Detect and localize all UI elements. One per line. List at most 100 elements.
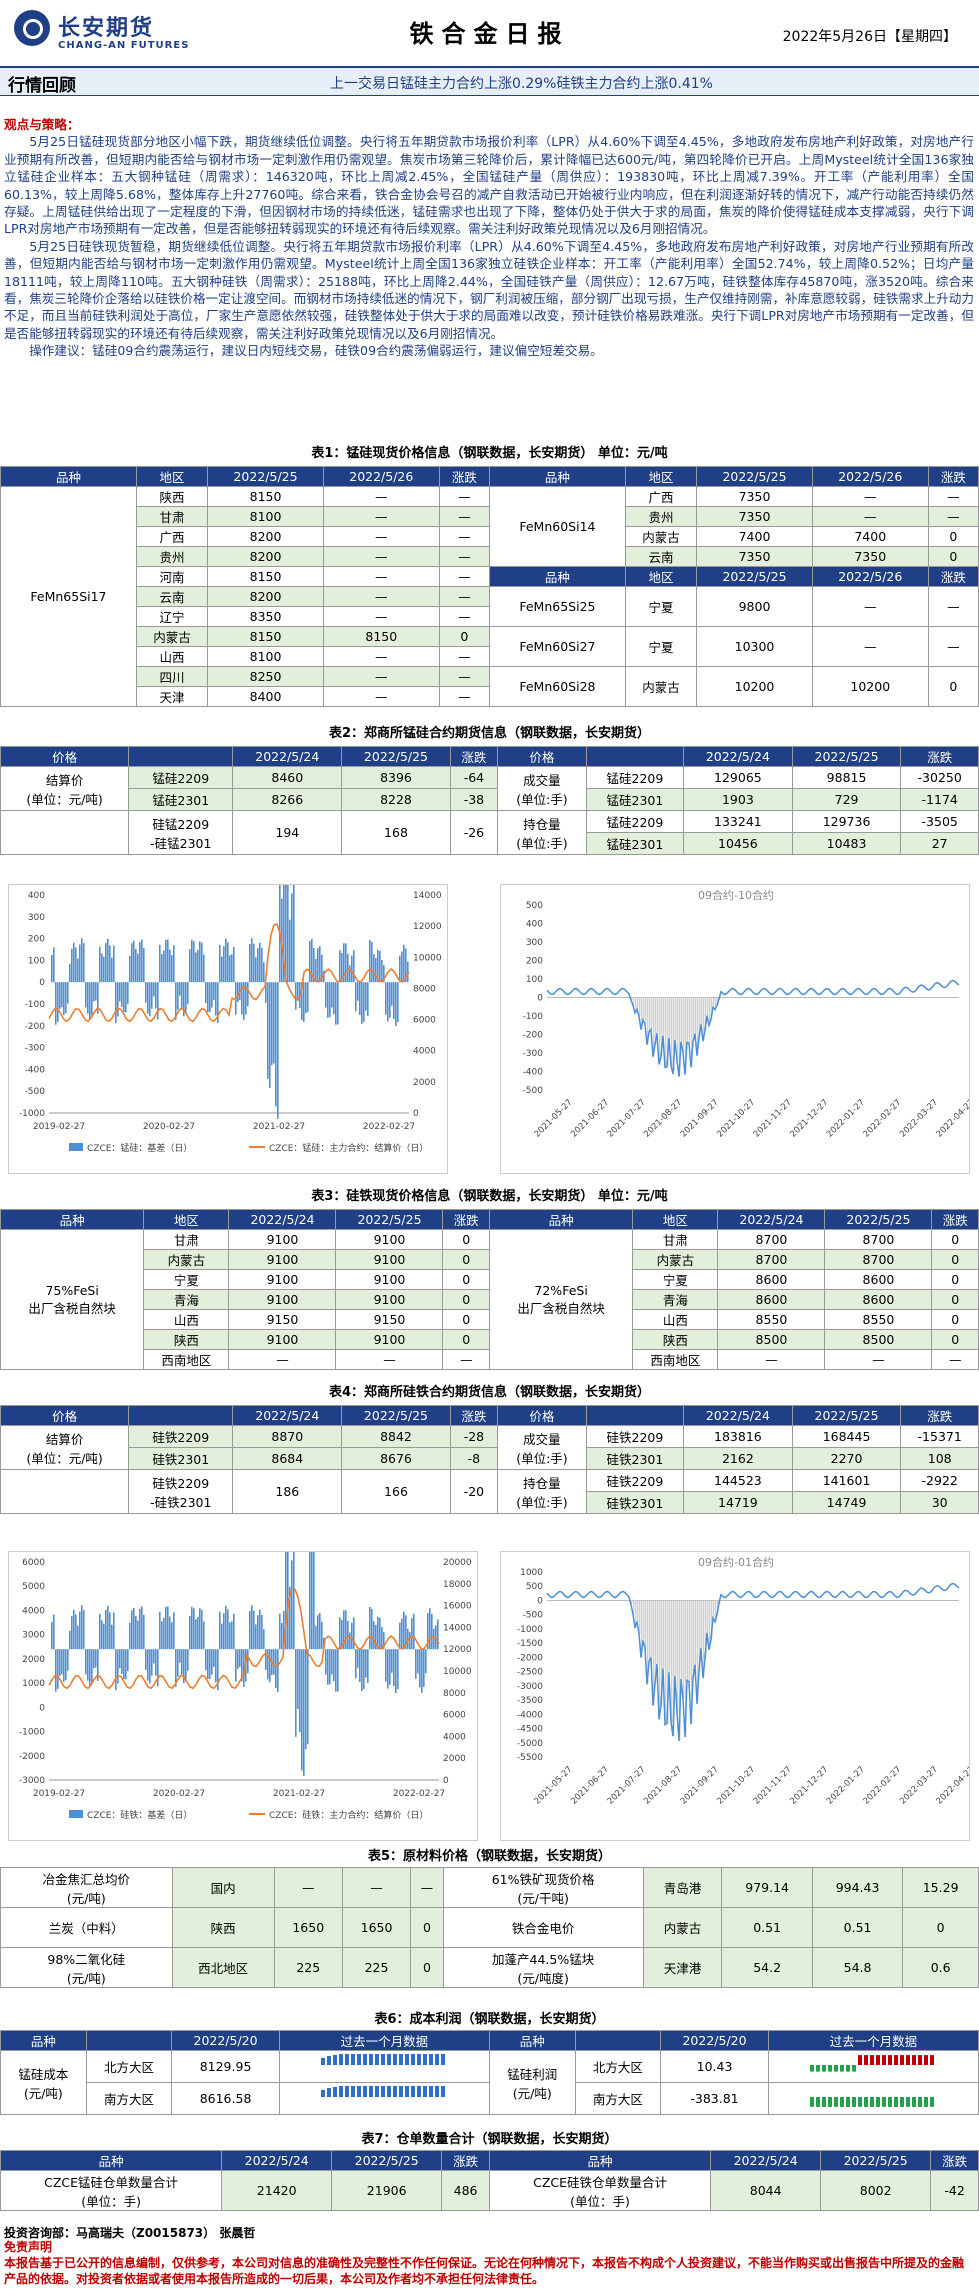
table-cell: 内蒙古 <box>624 666 698 707</box>
spread-area <box>645 1600 647 1648</box>
table-cell: — <box>811 486 929 507</box>
table-row: 75%FeSi 出厂含税自然块 甘肃 9100 9100 0 72%FeSi 出厂含税自然块甘… <box>0 1229 979 1370</box>
basis-bar <box>371 1609 373 1650</box>
basis-bar <box>287 885 289 983</box>
basis-bar <box>291 1560 293 1650</box>
basis-bar <box>287 1552 289 1650</box>
basis-bar <box>253 943 255 983</box>
table-cell: 辽宁 <box>135 606 209 627</box>
table-cell: 0.51 <box>721 1907 813 1948</box>
tick-label: 2022-02-27 <box>363 1122 415 1132</box>
basis-bar <box>277 982 279 1119</box>
table-cell: 10200 <box>696 666 813 707</box>
table-cell: 9100 <box>228 1249 337 1270</box>
table-cell: 硅铁2209 <box>585 1469 685 1492</box>
table-cell: 0 <box>442 1269 490 1290</box>
section-label: 行情回顾 <box>8 76 76 96</box>
tick-label: -300 <box>25 1044 46 1054</box>
basis-bar <box>361 1649 363 1691</box>
column-header: 2022/5/24 <box>710 2150 822 2171</box>
table-cell: 8500 <box>717 1329 826 1350</box>
table-cell: 宁夏 <box>624 626 698 667</box>
spread-area <box>679 1600 681 1741</box>
spread-area <box>689 1600 691 1682</box>
spread-area <box>699 1600 701 1672</box>
table-cell: 14749 <box>791 1491 902 1514</box>
tick-label: 4000 <box>413 1047 436 1057</box>
basis-bar <box>69 963 71 983</box>
table-row: 甘肃 8100— — 贵州 7350— — <box>1 506 979 527</box>
basis-bar <box>215 1649 217 1683</box>
basis-bar <box>269 1649 271 1683</box>
table-cell: 8550 <box>717 1309 826 1330</box>
basis-bar <box>103 956 105 983</box>
table-cell: 8616.58 <box>171 2082 280 2115</box>
basis-bar <box>269 982 271 1088</box>
table-row: 四川 8250— — FeMn60Si28 内蒙古 10200 10200 0 <box>1 666 979 707</box>
sparkline-bar <box>435 2054 440 2065</box>
sparkline-bar <box>918 2055 923 2065</box>
spread-area <box>689 997 691 1044</box>
spread-area <box>633 1600 635 1615</box>
basis-bar <box>51 954 53 983</box>
column-header <box>574 2030 662 2051</box>
spread-area <box>659 1600 661 1720</box>
basis-bar <box>299 982 301 1009</box>
basis-bar <box>277 1649 279 1692</box>
product-name: 72%FeSi 出厂含税自然块 <box>488 1229 634 1370</box>
brand-name: 长安期货 <box>58 16 155 41</box>
sparkline-bar <box>822 2065 827 2072</box>
sparkline-bar <box>333 2086 338 2097</box>
table-cell <box>767 2082 979 2115</box>
tick-label: 2022-02-27 <box>861 1765 903 1807</box>
basis-bar <box>251 1605 253 1650</box>
basis-bar <box>267 982 269 1079</box>
sparkline-bar <box>351 2086 356 2097</box>
table-cell: 宁夏 <box>632 1269 719 1290</box>
basis-bar <box>303 982 305 1022</box>
table-silicomanganese-spot: 品种 地区 2022/5/25 2022/5/26 涨跌 品种 地区 2022/5/25 202… <box>0 466 979 707</box>
spread-area <box>713 1600 715 1619</box>
table-cell: 7350 <box>696 546 813 567</box>
table-cell: 9100 <box>228 1229 337 1250</box>
basis-bar <box>311 1552 313 1650</box>
basis-bar <box>87 1649 89 1681</box>
table-cell: 8129.95 <box>171 2050 280 2083</box>
basis-bar <box>95 982 97 1001</box>
tick-label: -500 <box>523 1611 544 1621</box>
tick-label: 2022-04-27 <box>935 1098 970 1140</box>
table-cell: -28 <box>449 1425 499 1448</box>
basis-bar <box>273 1649 275 1675</box>
basis-bar <box>129 955 131 983</box>
table-cell: 硅铁2209 -硅铁2301 <box>128 1469 234 1514</box>
basis-bar <box>243 982 245 1020</box>
basis-bar <box>359 982 361 1016</box>
sparkline-bar <box>888 2097 893 2107</box>
basis-bar <box>303 1649 305 1777</box>
tick-label: -1000 <box>19 1728 45 1738</box>
basis-bar <box>141 939 143 983</box>
basis-bar <box>223 946 225 983</box>
basis-bar <box>369 939 371 983</box>
basis-bar <box>127 982 129 1005</box>
spread-area <box>633 997 635 1006</box>
basis-bar <box>181 1649 183 1675</box>
basis-bar <box>325 982 327 1008</box>
basis-bar <box>125 982 127 1013</box>
basis-bar <box>397 1649 399 1690</box>
basis-bar <box>275 982 277 1107</box>
tick-label: -2000 <box>19 1752 45 1762</box>
tick-label: 100 <box>28 956 45 966</box>
sparkline-bar <box>363 2054 368 2065</box>
basis-bar <box>131 1610 133 1650</box>
basis-bar <box>393 982 395 1020</box>
basis-bar <box>331 1649 333 1675</box>
basis-bar <box>305 1649 307 1749</box>
legend-entry: CZCE：锰硅：主力合约：结算价（日） <box>269 1142 428 1154</box>
table-cell: 锰硅2209 <box>585 766 685 789</box>
table-cell: 10.43 <box>660 2050 769 2083</box>
sparkline-bar <box>441 2086 446 2097</box>
table-cell: 山西 <box>135 646 209 667</box>
sparkline-bar <box>840 2097 845 2107</box>
table-cell: — <box>228 1349 337 1370</box>
